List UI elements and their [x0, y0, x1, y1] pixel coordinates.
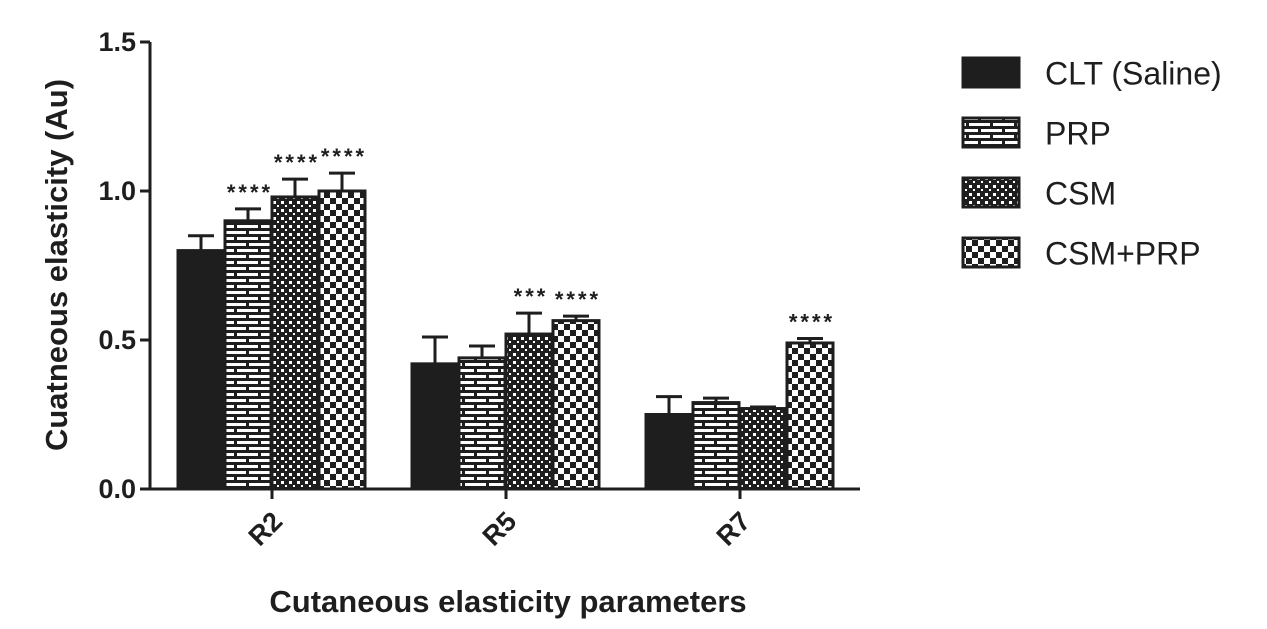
- y-tick-label: 0.5: [98, 325, 136, 355]
- legend-label: CSM+PRP: [1045, 236, 1201, 272]
- bar-r7-clt-saline: [644, 413, 694, 491]
- x-axis: R2 R5 R7: [149, 487, 860, 552]
- bar-r2-csm: [270, 195, 320, 491]
- plot-area: ******** ******* ********: [176, 144, 835, 491]
- x-tick-label: R5: [477, 506, 523, 552]
- significance-label: ****: [321, 144, 367, 169]
- bar-r5-prp: [457, 356, 507, 491]
- legend-swatch: [961, 176, 1021, 209]
- significance-label: ****: [789, 310, 835, 335]
- legend-label: CLT (Saline): [1045, 56, 1222, 92]
- y-tick-label: 1.5: [98, 27, 136, 57]
- legend-swatch: [961, 56, 1021, 89]
- bar-r2-clt-saline: [176, 249, 226, 491]
- bar-r5-csm-prp: [551, 319, 601, 491]
- significance-label: ****: [227, 180, 273, 205]
- bar-r2-csm-prp: [317, 189, 367, 491]
- x-tick-label: R7: [711, 506, 757, 552]
- legend-label: CSM: [1045, 176, 1116, 212]
- y-tick-label: 1.0: [98, 176, 136, 206]
- y-axis: 0.0 0.5 1.0 1.5: [98, 27, 152, 504]
- y-axis-title: Cuatneous elasticity (Au): [39, 79, 74, 451]
- bar-r5-clt-saline: [410, 362, 460, 491]
- legend: CLT (Saline) PRP CSM CSM+PRP: [961, 56, 1222, 272]
- significance-label: ***: [514, 284, 549, 309]
- bar-r7-prp: [691, 401, 741, 491]
- legend-swatch: [961, 236, 1021, 269]
- significance-label: ****: [274, 150, 320, 175]
- x-axis-title: Cutaneous elasticity parameters: [269, 584, 746, 619]
- x-tick-label: R2: [243, 506, 289, 552]
- legend-swatch: [961, 116, 1021, 149]
- bar-r5-csm: [504, 332, 554, 491]
- bar-r7-csm: [738, 407, 788, 491]
- y-tick-label: 0.0: [98, 474, 136, 504]
- bar-r7-csm-prp: [785, 341, 835, 491]
- significance-label: ****: [555, 287, 601, 312]
- legend-label: PRP: [1045, 116, 1111, 152]
- bar-r2-prp: [223, 219, 273, 491]
